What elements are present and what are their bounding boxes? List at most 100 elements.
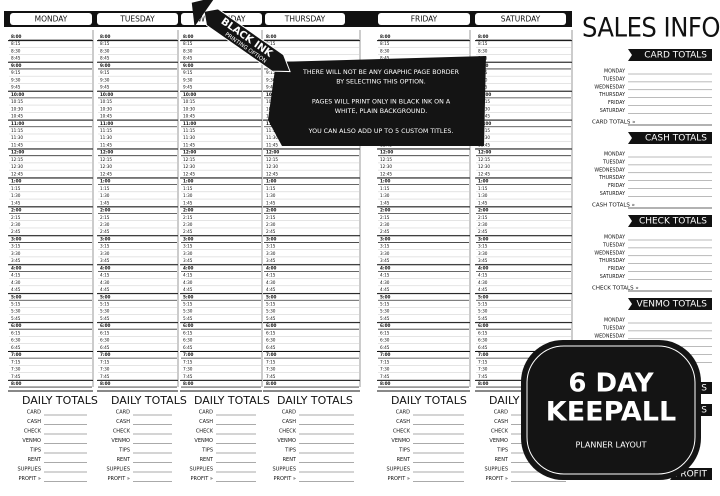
time-label: 2:00 bbox=[380, 208, 391, 213]
time-label: 4:45 bbox=[478, 287, 488, 292]
time-label: 9:00 bbox=[100, 63, 111, 68]
total-label: CASH bbox=[282, 419, 296, 425]
time-label: 4:30 bbox=[11, 280, 21, 285]
time-label: 8:15 bbox=[183, 41, 193, 46]
time-label: 2:45 bbox=[266, 229, 276, 234]
time-label: 9:45 bbox=[183, 85, 193, 90]
time-label: 12:30 bbox=[11, 164, 23, 169]
time-label: 2:15 bbox=[183, 215, 193, 220]
time-label: 6:15 bbox=[100, 330, 110, 335]
notice-box bbox=[268, 56, 486, 146]
sales-day: SATURDAY bbox=[600, 274, 625, 280]
time-label: 4:00 bbox=[478, 265, 489, 270]
section-title: CARD TOTALS bbox=[644, 51, 707, 61]
time-label: 6:45 bbox=[183, 345, 193, 350]
time-label: 12:45 bbox=[478, 171, 490, 176]
time-label: 1:30 bbox=[100, 193, 110, 198]
time-label: 4:45 bbox=[380, 287, 390, 292]
time-label: 2:45 bbox=[100, 229, 110, 234]
time-label: 6:00 bbox=[266, 323, 277, 328]
day-name: SATURDAY bbox=[501, 15, 541, 24]
total-label: SUPPLIES bbox=[18, 467, 41, 473]
time-label: 7:30 bbox=[11, 367, 21, 372]
daily-totals-title: DAILY TOTALS bbox=[194, 394, 270, 407]
time-label: 8:30 bbox=[183, 48, 193, 53]
total-label: CARD bbox=[282, 410, 296, 416]
time-label: 11:30 bbox=[478, 135, 490, 140]
time-label: 3:30 bbox=[266, 251, 276, 256]
total-label: CASH bbox=[116, 419, 130, 425]
time-label: 12:00 bbox=[266, 150, 279, 155]
time-label: 9:15 bbox=[100, 70, 110, 75]
time-label: 5:45 bbox=[380, 316, 390, 321]
time-label: 1:45 bbox=[266, 200, 276, 205]
time-label: 7:45 bbox=[266, 374, 276, 379]
time-label: 7:15 bbox=[100, 359, 110, 364]
time-label: 9:15 bbox=[11, 70, 21, 75]
total-label: CASH bbox=[199, 419, 213, 425]
time-label: 4:45 bbox=[183, 287, 193, 292]
time-label: 11:15 bbox=[183, 128, 195, 133]
time-label: 4:00 bbox=[100, 265, 111, 270]
total-label: VENMO bbox=[489, 438, 508, 444]
badge-line1: 6 DAY bbox=[568, 369, 654, 399]
time-label: 2:15 bbox=[266, 215, 276, 220]
time-label: 7:00 bbox=[100, 352, 111, 357]
time-label: 10:30 bbox=[11, 106, 23, 111]
time-label: 12:45 bbox=[183, 171, 195, 176]
time-label: 9:30 bbox=[100, 77, 110, 82]
time-label: 2:30 bbox=[266, 222, 276, 227]
time-label: 12:45 bbox=[100, 171, 112, 176]
time-label: 9:30 bbox=[266, 77, 276, 82]
time-label: 7:00 bbox=[478, 352, 489, 357]
sales-day: MONDAY bbox=[604, 235, 625, 241]
total-label: VENMO bbox=[111, 438, 130, 444]
time-label: 10:45 bbox=[11, 114, 23, 119]
time-label: 1:45 bbox=[380, 200, 390, 205]
total-label: PROFIT » bbox=[388, 476, 410, 482]
time-label: 11:00 bbox=[11, 121, 24, 126]
time-label: 11:45 bbox=[478, 142, 490, 147]
time-label: 12:15 bbox=[11, 157, 23, 162]
time-label: 6:00 bbox=[11, 323, 22, 328]
time-label: 8:15 bbox=[478, 41, 488, 46]
time-label: 9:15 bbox=[183, 70, 193, 75]
time-label: 7:00 bbox=[183, 352, 194, 357]
time-label: 2:45 bbox=[11, 229, 21, 234]
time-label: 1:00 bbox=[266, 179, 277, 184]
time-label: 7:00 bbox=[266, 352, 277, 357]
time-label: 4:30 bbox=[183, 280, 193, 285]
time-label: 10:15 bbox=[11, 99, 23, 104]
time-label: 5:00 bbox=[183, 294, 194, 299]
total-label: PROFIT » bbox=[274, 476, 296, 482]
section-ribbon bbox=[628, 215, 712, 227]
section-ribbon bbox=[628, 132, 712, 144]
sales-day: THURSDAY bbox=[598, 92, 625, 98]
badge bbox=[521, 340, 701, 480]
time-label: 5:15 bbox=[478, 302, 488, 307]
total-label: SUPPLIES bbox=[485, 467, 508, 473]
time-label: 9:00 bbox=[183, 63, 194, 68]
time-label: 4:45 bbox=[266, 287, 276, 292]
total-label: CHECK bbox=[491, 429, 509, 435]
time-label: 10:30 bbox=[100, 106, 112, 111]
time-label: 5:45 bbox=[183, 316, 193, 321]
time-label: 3:30 bbox=[11, 251, 21, 256]
time-label: 9:45 bbox=[11, 85, 21, 90]
time-label: 3:45 bbox=[380, 258, 390, 263]
time-label: 6:15 bbox=[11, 330, 21, 335]
time-label: 1:00 bbox=[11, 179, 22, 184]
time-label: 5:30 bbox=[380, 309, 390, 314]
time-label: 11:30 bbox=[266, 135, 278, 140]
section-title: CASH TOTALS bbox=[645, 134, 707, 144]
time-label: 3:45 bbox=[11, 258, 21, 263]
time-label: 12:15 bbox=[266, 157, 278, 162]
total-label: PROFIT » bbox=[19, 476, 41, 482]
time-label: 6:15 bbox=[266, 330, 276, 335]
sales-day: WEDNESDAY bbox=[594, 250, 625, 256]
time-label: 6:30 bbox=[11, 338, 21, 343]
time-label: 1:45 bbox=[100, 200, 110, 205]
time-label: 8:00 bbox=[478, 381, 489, 386]
section-ribbon bbox=[628, 49, 712, 61]
time-label: 12:30 bbox=[183, 164, 195, 169]
